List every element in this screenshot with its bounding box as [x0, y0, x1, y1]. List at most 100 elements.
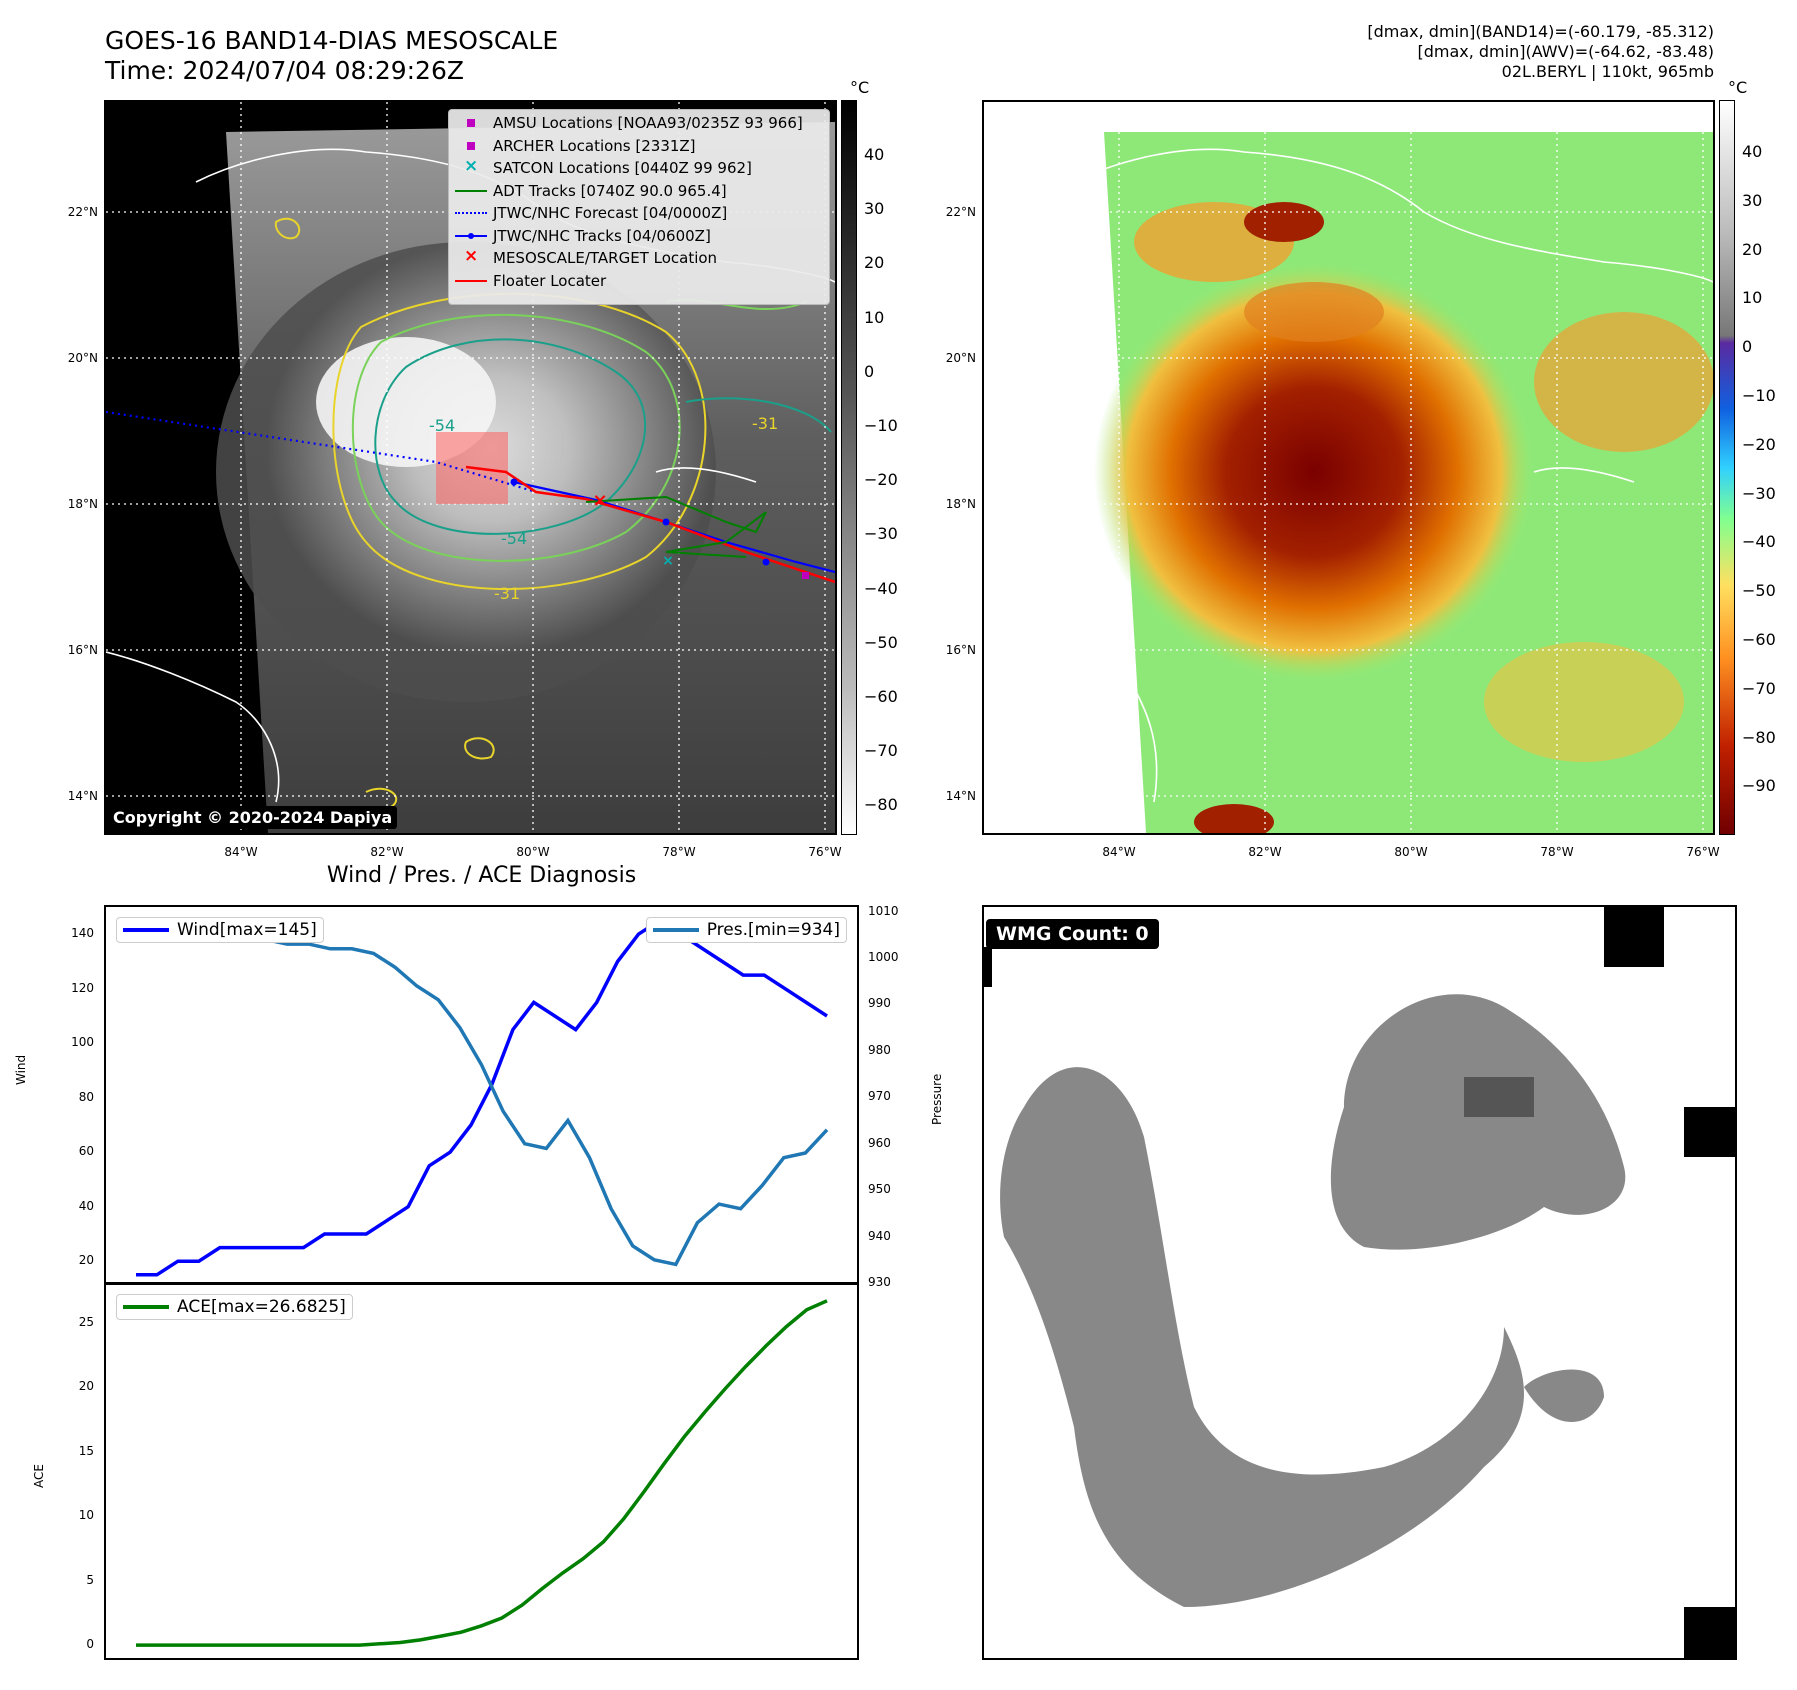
- contour-label: -54: [501, 529, 527, 548]
- wmg-panel: WMG Count: 0: [982, 905, 1737, 1660]
- x-legend-icon: ×: [464, 156, 479, 177]
- colorbar-tick-label: 20: [864, 253, 885, 273]
- colorbar-tick-label: −20: [1742, 434, 1776, 454]
- lat-tick-label: 14°N: [945, 789, 976, 803]
- header-stats: [dmax, dmin](BAND14)=(-60.179, -85.312) …: [1367, 22, 1714, 82]
- pressure-line: [136, 923, 829, 1267]
- wind-tick-label: 140: [71, 926, 94, 941]
- colorbar-right: [1719, 100, 1735, 835]
- lat-tick-label: 16°N: [945, 643, 976, 657]
- ace-tick-label: 5: [86, 1572, 94, 1587]
- lat-tick-label: 18°N: [67, 497, 98, 511]
- pres-legend-label: Pres.[min=934]: [706, 920, 840, 940]
- colorbar-tick-label: −90: [1742, 776, 1776, 796]
- map-legend: AMSU Locations [NOAA93/0235Z 93 966] ARCH…: [448, 109, 830, 305]
- wind-pres-chart: [136, 918, 829, 1277]
- dotted-legend-icon: [449, 203, 493, 223]
- legend-label: Floater Locater: [493, 271, 607, 290]
- colorbar-tick-label: −40: [1742, 532, 1776, 552]
- legend-item: AMSU Locations [NOAA93/0235Z 93 966]: [449, 112, 829, 135]
- ace-legend-label: ACE[max=26.6825]: [177, 1297, 346, 1317]
- wind-axis-label: Wind: [14, 1054, 28, 1085]
- amsu-marker: [802, 572, 809, 579]
- ace-line: [136, 1299, 828, 1647]
- lon-tick-label: 82°W: [1248, 845, 1282, 859]
- legend-item: ADT Tracks [0740Z 90.0 965.4]: [449, 180, 829, 203]
- ace-axis-label: ACE: [32, 1464, 46, 1488]
- legend-label: JTWC/NHC Tracks [04/0600Z]: [493, 226, 711, 245]
- colorbar-tick-label: 10: [1742, 288, 1763, 308]
- colorbar-tick-label: 30: [1742, 190, 1763, 210]
- ace-tick-label: 25: [78, 1314, 94, 1329]
- ace-tick-label: 20: [78, 1379, 94, 1394]
- ace-tick-label: 15: [78, 1443, 94, 1458]
- wind-tick-label: 80: [78, 1089, 94, 1104]
- lat-tick-label: 18°N: [945, 497, 976, 511]
- adt-track: [585, 495, 767, 558]
- colorbar-tick-label: 30: [864, 199, 885, 219]
- lon-tick-label: 80°W: [1394, 845, 1428, 859]
- pressure-tick-label: 940: [868, 1228, 891, 1243]
- title-line-1: GOES-16 BAND14-DIAS MESOSCALE: [105, 26, 559, 55]
- floater-track: [465, 465, 835, 584]
- wind-line: [136, 918, 828, 1277]
- colorbar-left-unit: °C: [850, 78, 870, 97]
- ace-tick-label: 10: [78, 1508, 94, 1523]
- colorbar-tick-label: −60: [1742, 630, 1776, 649]
- colorbar-tick-label: −20: [864, 470, 898, 490]
- copyright-label: Copyright © 2020-2024 Dapiya: [108, 806, 398, 829]
- wind-legend-label: Wind[max=145]: [177, 920, 317, 940]
- legend-label: MESOSCALE/TARGET Location: [493, 249, 718, 268]
- wind-tick-label: 100: [71, 1035, 94, 1050]
- lat-tick-label: 20°N: [67, 351, 98, 365]
- colorbar-tick-label: −70: [864, 741, 898, 761]
- wind-tick-label: 60: [78, 1144, 94, 1159]
- lon-tick-label: 80°W: [516, 845, 550, 859]
- legend-item: Floater Locater: [449, 270, 829, 293]
- diagnosis-title: Wind / Pres. / ACE Diagnosis: [326, 863, 637, 888]
- pressure-tick-label: 930: [868, 1275, 891, 1289]
- legend-item: ARCHER Locations [2331Z]: [449, 135, 829, 158]
- pressure-axis-label: Pressure: [930, 1073, 944, 1125]
- lat-tick-label: 22°N: [67, 205, 98, 219]
- lon-tick-label: 78°W: [1540, 845, 1574, 859]
- colorbar-tick-label: −80: [1742, 727, 1776, 747]
- awv-range: [dmax, dmin](AWV)=(-64.62, -83.48): [1417, 42, 1714, 61]
- colorbar-tick-label: 10: [864, 307, 885, 327]
- contour-label: -31: [752, 414, 778, 433]
- ace-panel: ACE[max=26.6825]: [104, 1282, 859, 1660]
- colorbar-tick-label: −40: [864, 578, 898, 598]
- pressure-tick-label: 970: [868, 1089, 891, 1104]
- wind-pres-panel: Wind[max=145] Pres.[min=934]: [104, 905, 859, 1285]
- wind-legend: Wind[max=145]: [116, 917, 324, 943]
- lat-tick-label: 14°N: [67, 789, 98, 803]
- line-legend-icon: [449, 271, 493, 291]
- line-dot-legend-icon: [449, 226, 493, 246]
- colorbar-tick-label: −30: [864, 524, 898, 544]
- legend-item: JTWC/NHC Tracks [04/0600Z]: [449, 225, 829, 248]
- colorbar-tick-label: 0: [1742, 337, 1753, 357]
- colorbar-tick-label: −80: [864, 795, 898, 815]
- x-legend-icon: ×: [464, 246, 479, 267]
- pressure-tick-label: 960: [868, 1135, 891, 1150]
- forecast-track: [106, 410, 537, 494]
- lon-tick-label: 76°W: [1686, 845, 1720, 859]
- pressure-tick-label: 1010: [868, 903, 899, 918]
- lat-tick-label: 16°N: [67, 643, 98, 657]
- pressure-tick-label: 990: [868, 996, 891, 1011]
- title-line-2: Time: 2024/07/04 08:29:26Z: [105, 56, 464, 85]
- ace-legend: ACE[max=26.6825]: [116, 1294, 353, 1320]
- colorbar-tick-label: −60: [864, 687, 898, 706]
- wind-tick-label: 20: [78, 1253, 94, 1268]
- colorbar-left: [841, 100, 857, 835]
- wmg-count-label: WMG Count: 0: [986, 919, 1159, 949]
- storm-info: 02L.BERYL | 110kt, 965mb: [1501, 62, 1714, 81]
- awv-map-panel: [982, 100, 1715, 835]
- lat-tick-label: 22°N: [945, 205, 976, 219]
- colorbar-tick-label: −50: [1742, 581, 1776, 601]
- legend-item: × SATCON Locations [0440Z 99 962]: [449, 156, 829, 180]
- ace-tick-label: 0: [86, 1637, 94, 1652]
- lon-tick-label: 82°W: [370, 845, 404, 859]
- pressure-tick-label: 950: [868, 1182, 891, 1197]
- colorbar-tick-label: −10: [1742, 386, 1776, 405]
